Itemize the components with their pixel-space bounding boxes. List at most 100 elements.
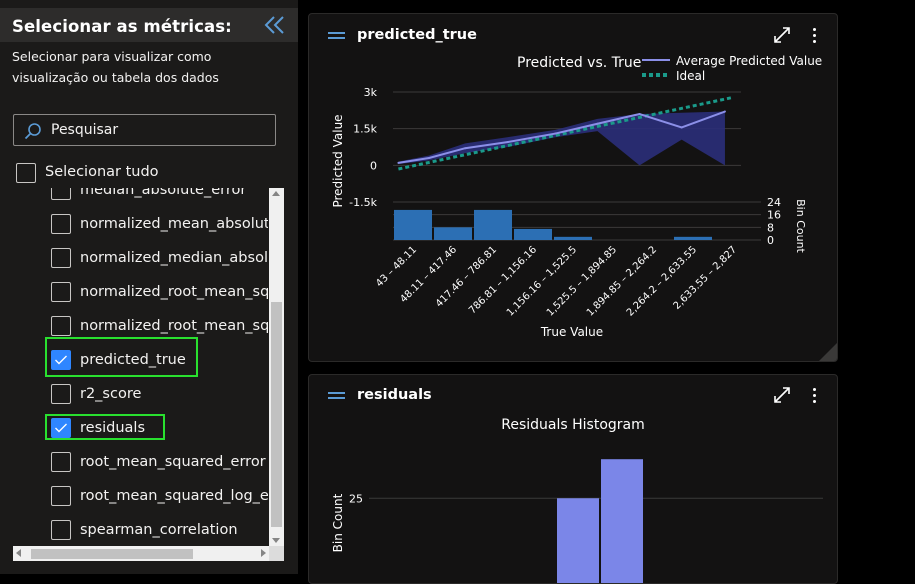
checkmark-icon xyxy=(55,355,67,365)
expand-icon[interactable] xyxy=(773,386,791,404)
y-tick-label: -1.5k xyxy=(349,196,377,209)
metric-label: root_mean_squared_log_error xyxy=(80,488,268,504)
average-predicted-line xyxy=(397,110,726,164)
resize-grip-icon[interactable] xyxy=(819,343,837,361)
average-predicted-point xyxy=(554,132,557,135)
metric-item-predicted-true[interactable]: predicted_true xyxy=(0,344,268,378)
metric-checkbox[interactable] xyxy=(51,452,71,472)
x-axis-label: True Value xyxy=(540,325,603,339)
metric-label: residuals xyxy=(80,420,146,436)
drag-handle-icon[interactable] xyxy=(328,32,346,40)
drag-handle-icon[interactable] xyxy=(328,392,346,400)
metric-item-root-mean-squared-error[interactable]: root_mean_squared_error xyxy=(0,446,268,480)
average-predicted-point xyxy=(506,141,509,144)
more-options-icon[interactable] xyxy=(810,27,820,45)
scroll-left-arrow-icon[interactable] xyxy=(16,549,21,557)
chart-title: Predicted vs. True xyxy=(517,55,641,71)
panel-header: Selecionar as métricas: xyxy=(0,8,298,42)
y-axis-label: Predicted Value xyxy=(331,114,345,207)
metric-item-normalized-mean-absolute-error[interactable]: normalized_mean_absolute_error xyxy=(0,208,268,242)
metric-checkbox[interactable] xyxy=(51,384,71,404)
vertical-scrollbar[interactable] xyxy=(269,188,284,546)
metric-checkbox[interactable] xyxy=(51,486,71,506)
bin-count-tick-label: 16 xyxy=(767,209,781,222)
scroll-down-arrow-icon[interactable] xyxy=(272,538,280,543)
average-predicted-point xyxy=(397,161,400,164)
x-tick-label: 1,156.16 – 1,525.5 xyxy=(505,244,579,318)
predicted-vs-true-chart: Predicted vs. True Average Predicted Val… xyxy=(331,54,822,339)
scrollbar-corner xyxy=(269,546,284,561)
x-tick-label: 1,525.5 – 1,894.85 xyxy=(545,244,619,318)
residual-bar xyxy=(601,459,643,583)
scroll-right-arrow-icon[interactable] xyxy=(261,549,266,557)
metric-checkbox-checked[interactable] xyxy=(51,350,71,370)
residuals-histogram-chart: Residuals Histogram 25 Bin Count xyxy=(331,417,823,583)
metric-item-normalized-root-mean-squared-error[interactable]: normalized_root_mean_squared_error xyxy=(0,276,268,310)
metrics-list: median_absolute_error normalized_mean_ab… xyxy=(0,188,268,544)
metric-label: median_absolute_error xyxy=(80,188,247,198)
y-tick-label: 3k xyxy=(364,86,378,99)
metric-label: normalized_mean_absolute_error xyxy=(80,216,268,232)
search-box[interactable] xyxy=(13,114,276,146)
metric-label: normalized_root_mean_squared_log_error xyxy=(80,318,268,334)
metric-item-normalized-median-absolute-error[interactable]: normalized_median_absolute_error xyxy=(0,242,268,276)
metric-item-normalized-root-mean-squared-log-error[interactable]: normalized_root_mean_squared_log_error xyxy=(0,310,268,344)
metric-checkbox[interactable] xyxy=(51,248,71,268)
average-predicted-point xyxy=(723,110,726,113)
bin-count-bar xyxy=(394,209,432,240)
bin-count-bar xyxy=(434,227,472,240)
metric-label: root_mean_squared_error xyxy=(80,454,266,470)
search-icon xyxy=(24,123,41,140)
metric-checkbox[interactable] xyxy=(51,282,71,302)
y-tick-label: 0 xyxy=(370,159,377,172)
vertical-scroll-thumb[interactable] xyxy=(271,302,282,527)
ideal-series-line xyxy=(398,95,734,171)
select-all-checkbox[interactable] xyxy=(16,163,36,183)
average-predicted-point xyxy=(464,147,467,150)
horizontal-scroll-thumb[interactable] xyxy=(31,549,193,559)
bin-count-bar xyxy=(554,236,592,240)
bin-count-bar xyxy=(514,228,552,240)
card-title: residuals xyxy=(357,387,432,403)
expand-icon[interactable] xyxy=(773,26,791,44)
bin-count-bars xyxy=(394,209,712,240)
metric-item-spearman-correlation[interactable]: spearman_correlation xyxy=(0,514,268,544)
metric-label: predicted_true xyxy=(80,352,186,368)
average-predicted-point xyxy=(638,113,641,115)
metric-checkbox-checked[interactable] xyxy=(51,418,71,438)
x-tick-label: 786.81 – 1,156.16 xyxy=(467,244,539,316)
metric-checkbox[interactable] xyxy=(51,188,71,200)
y-tick-label: 1.5k xyxy=(353,123,377,136)
metric-item-r2-score[interactable]: r2_score xyxy=(0,378,268,412)
residual-bars xyxy=(557,459,643,583)
metric-checkbox[interactable] xyxy=(51,520,71,540)
metric-item-median-absolute-error[interactable]: median_absolute_error xyxy=(0,188,268,208)
search-input[interactable] xyxy=(51,115,271,145)
confidence-band xyxy=(398,111,725,166)
bin-count-bar xyxy=(674,236,712,240)
bin-count-bar xyxy=(474,209,512,240)
x-tick-label: 2,264.2 – 2,633.55 xyxy=(625,244,699,318)
ideal-line xyxy=(398,95,734,171)
chart-title: Residuals Histogram xyxy=(501,417,645,433)
residual-bar xyxy=(557,498,599,583)
residuals-card: residuals Residuals Histogram 25 Bin Cou… xyxy=(308,374,838,584)
double-chevron-left-icon[interactable] xyxy=(263,15,287,35)
bin-count-tick-label: 0 xyxy=(767,234,774,247)
metric-item-residuals[interactable]: residuals xyxy=(0,412,268,446)
select-all-row[interactable]: Selecionar tudo xyxy=(16,162,276,184)
metric-checkbox[interactable] xyxy=(51,316,71,336)
metric-item-root-mean-squared-log-error[interactable]: root_mean_squared_log_error xyxy=(0,480,268,514)
y-tick-label: 25 xyxy=(349,492,363,505)
y-axis-label: Bin Count xyxy=(331,493,345,552)
metric-label: spearman_correlation xyxy=(80,522,238,538)
metric-label: normalized_root_mean_squared_error xyxy=(80,284,268,300)
more-options-icon[interactable] xyxy=(810,387,820,405)
metric-checkbox[interactable] xyxy=(51,214,71,234)
horizontal-scrollbar[interactable] xyxy=(13,546,269,561)
scroll-up-arrow-icon[interactable] xyxy=(272,191,280,196)
bin-count-tick-label: 24 xyxy=(767,196,781,209)
panel-title: Selecionar as métricas: xyxy=(12,17,232,36)
